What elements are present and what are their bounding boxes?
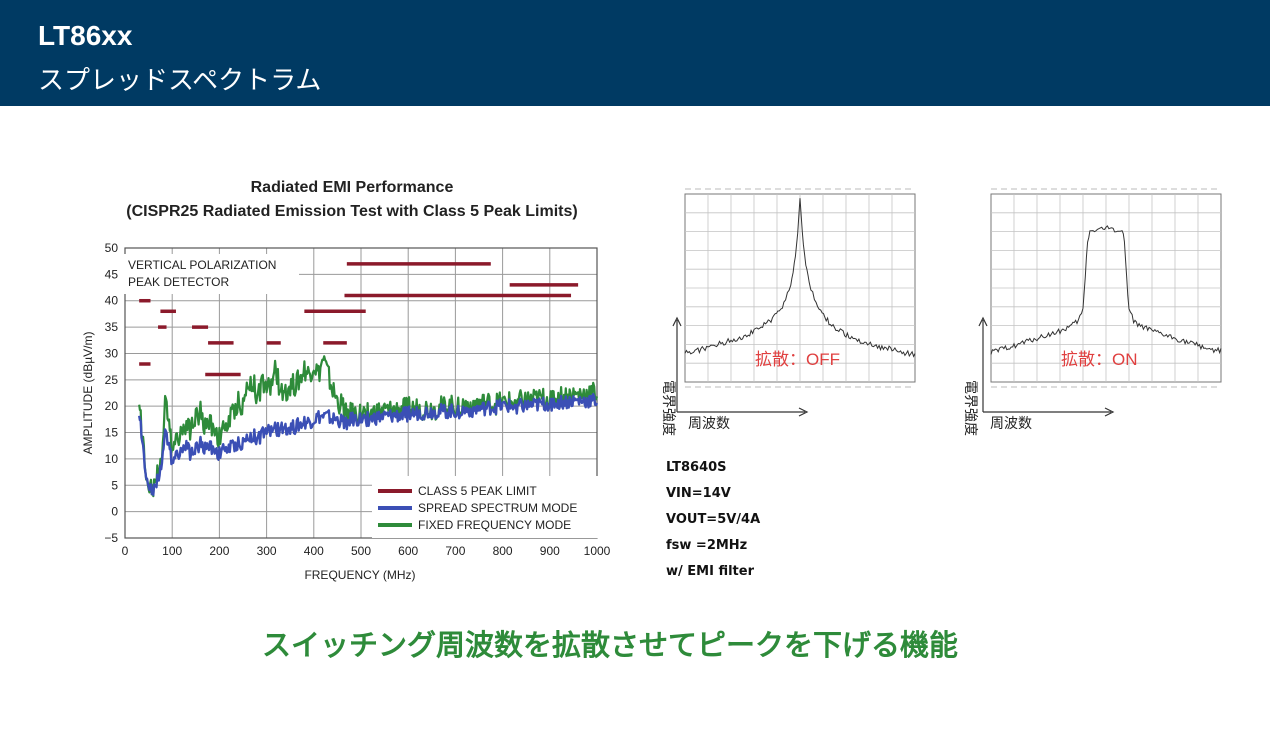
y-tick-labels: −5 0 5 10 15 20 25 30 35 40 45 50 xyxy=(104,241,118,545)
spectrum-off-chart: 拡散：OFF 周波数 電界強度 xyxy=(661,188,916,436)
y-tick-label: 50 xyxy=(105,241,119,255)
chart-series xyxy=(138,262,599,498)
x-tick-labels: 0 100 200 300 400 500 600 700 800 900 1000 xyxy=(122,544,611,558)
y-tick-label: 30 xyxy=(105,346,119,360)
annotation-box xyxy=(123,254,299,294)
plot-frame xyxy=(124,247,598,539)
y-tick-label: 20 xyxy=(105,399,119,413)
spectrum-off-xlabel: 周波数 xyxy=(688,415,730,431)
spectrum-trace xyxy=(990,225,1222,355)
y-tick-label: 45 xyxy=(105,267,119,281)
y-tick-label: −5 xyxy=(104,531,118,545)
header-bar: LT86xx スプレッドスペクトラム xyxy=(0,0,1270,106)
x-axis-label: FREQUENCY (MHz) xyxy=(304,568,415,582)
x-tick-label: 1000 xyxy=(584,544,611,558)
spec-line: VOUT=5V/4A xyxy=(666,512,761,527)
spectrum-on-xlabel: 周波数 xyxy=(990,415,1032,431)
chart-title: Radiated EMI Performance xyxy=(251,179,454,196)
spec-line: fsw =2MHz xyxy=(666,538,748,553)
chart-subtitle: (CISPR25 Radiated Emission Test with Cla… xyxy=(126,203,577,220)
legend: CLASS 5 PEAK LIMIT SPREAD SPECTRUM MODE FI… xyxy=(378,484,577,532)
y-tick-label: 5 xyxy=(111,478,118,492)
x-tick-label: 700 xyxy=(445,544,465,558)
annotation-line-1: VERTICAL POLARIZATION xyxy=(128,258,276,272)
y-tick-label: 0 xyxy=(111,505,118,519)
x-tick-label: 100 xyxy=(162,544,182,558)
y-tick-label: 35 xyxy=(105,320,119,334)
y-tick-label: 15 xyxy=(105,426,119,440)
y-axis-label: AMPLITUDE (dBµV/m) xyxy=(81,332,95,455)
test-conditions: LT8640S VIN=14V VOUT=5V/4A fsw =2MHz w/ … xyxy=(666,455,760,585)
y-tick-label: 40 xyxy=(105,294,119,308)
spec-line: VIN=14V xyxy=(666,486,731,501)
x-axis-arrowhead xyxy=(1104,407,1115,417)
spectrum-trace xyxy=(684,198,916,358)
spectrum-off-ylabel: 電界強度 xyxy=(661,380,677,436)
y-axis-arrowhead xyxy=(672,316,682,327)
spectrum-off-label: 拡散：OFF xyxy=(755,350,840,369)
x-axis-arrowhead xyxy=(798,407,809,417)
tagline: スイッチング周波数を拡散させてピークを下げる機能 xyxy=(261,628,958,662)
spectrum-on-chart: 拡散：ON 周波数 電界強度 xyxy=(963,188,1222,436)
x-tick-label: 300 xyxy=(257,544,277,558)
legend-label: SPREAD SPECTRUM MODE xyxy=(418,501,577,515)
spec-line: LT8640S xyxy=(666,460,727,475)
x-tick-label: 500 xyxy=(351,544,371,558)
y-tick-label: 10 xyxy=(105,452,119,466)
x-tick-label: 400 xyxy=(304,544,324,558)
header-title: LT86xx xyxy=(38,20,133,51)
spectrum-on-ylabel: 電界強度 xyxy=(963,380,979,436)
fixed-frequency-trace xyxy=(138,355,599,498)
spec-line: w/ EMI filter xyxy=(666,564,754,579)
y-axis-arrowhead xyxy=(978,316,988,327)
spectrum-on-label: 拡散：ON xyxy=(1061,350,1138,369)
x-tick-label: 0 xyxy=(122,544,129,558)
legend-label: CLASS 5 PEAK LIMIT xyxy=(418,484,537,498)
x-tick-label: 900 xyxy=(540,544,560,558)
annotation-line-2: PEAK DETECTOR xyxy=(128,275,229,289)
y-tick-label: 25 xyxy=(105,373,119,387)
emi-chart: Radiated EMI Performance (CISPR25 Radiat… xyxy=(81,179,611,582)
x-tick-label: 200 xyxy=(209,544,229,558)
legend-label: FIXED FREQUENCY MODE xyxy=(418,518,571,532)
spread-spectrum-trace xyxy=(138,393,599,497)
header-subtitle: スプレッドスペクトラム xyxy=(38,66,322,96)
x-tick-label: 600 xyxy=(398,544,418,558)
x-tick-label: 800 xyxy=(493,544,513,558)
